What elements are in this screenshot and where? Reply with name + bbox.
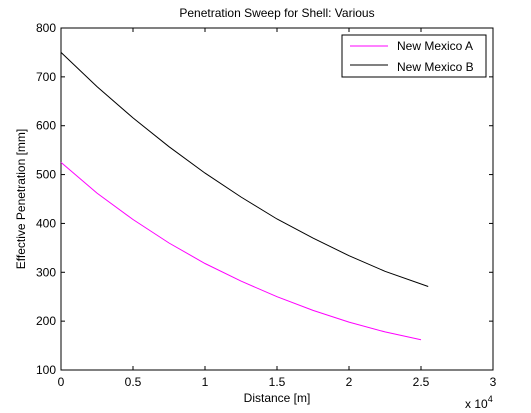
- x-axis-multiplier: x 104: [465, 394, 493, 411]
- y-axis: 100 200 300 400 500 600 700 800: [36, 21, 493, 377]
- x-tick-label: 0.5: [125, 375, 142, 389]
- y-tick-label: 700: [36, 70, 56, 84]
- x-multiplier-base: x 10: [465, 397, 488, 411]
- x-tick-label: 2.5: [413, 375, 430, 389]
- plot-area: [60, 27, 494, 371]
- y-axis-label: Effective Penetration [mm]: [14, 129, 28, 270]
- x-axis: 0 0.5 1 1.5 2 2.5 3: [58, 28, 497, 389]
- x-axis-label: Distance [m]: [244, 391, 311, 405]
- legend-label-new-mexico-a: New Mexico A: [397, 39, 473, 53]
- legend-box: [341, 34, 487, 78]
- y-tick-label: 400: [36, 216, 56, 230]
- y-tick-label: 100: [36, 363, 56, 377]
- x-multiplier-exponent: 4: [488, 394, 493, 404]
- series-lines: [60, 52, 429, 341]
- y-tick-label: 600: [36, 119, 56, 133]
- x-tick-label: 2: [346, 375, 353, 389]
- y-tick-label: 300: [36, 265, 56, 279]
- series-line-new-mexico-a: [60, 162, 422, 341]
- x-tick-label: 0: [58, 375, 65, 389]
- chart-title: Penetration Sweep for Shell: Various: [179, 6, 374, 20]
- x-tick-label: 1.5: [269, 375, 286, 389]
- legend-label-new-mexico-b: New Mexico B: [397, 60, 474, 74]
- y-tick-label: 800: [36, 21, 56, 35]
- x-tick-label: 3: [490, 375, 497, 389]
- legend: New Mexico A New Mexico B: [341, 34, 487, 78]
- x-tick-label: 1: [202, 375, 209, 389]
- y-tick-label: 200: [36, 314, 56, 328]
- y-tick-label: 500: [36, 168, 56, 182]
- series-line-new-mexico-b: [60, 52, 429, 287]
